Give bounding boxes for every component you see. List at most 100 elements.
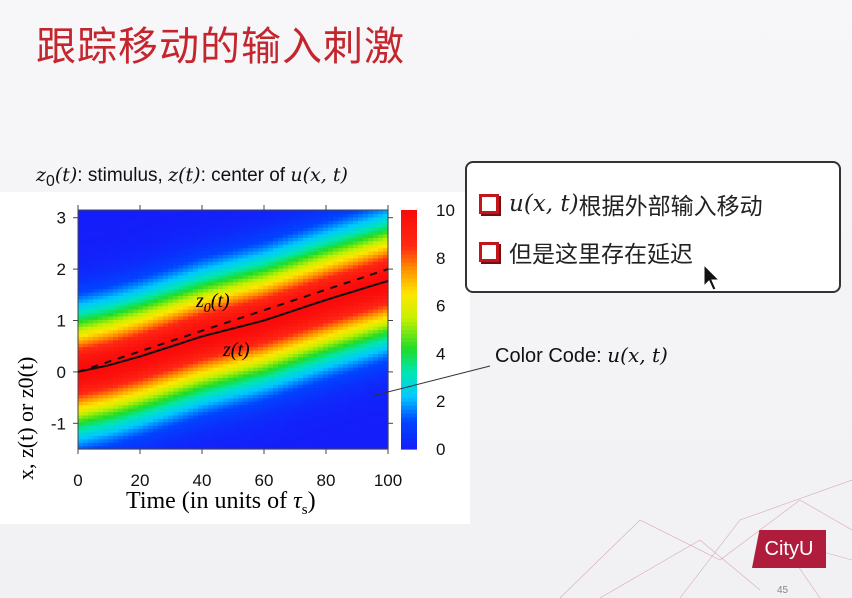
heatmap-cell [78,339,84,344]
heatmap-cell [108,401,114,406]
heatmap-cell [88,319,94,324]
heatmap-cell [318,367,324,372]
heatmap-cell [343,247,349,252]
heatmap-cell [183,336,189,341]
heatmap-cell [128,377,134,382]
heatmap-cell [333,250,339,255]
heatmap-cell [143,213,149,218]
heatmap-cell [233,346,239,351]
heatmap-cell [103,445,109,450]
heatmap-cell [323,356,329,361]
heatmap-cell [363,360,369,365]
heatmap-cell [243,329,249,334]
heatmap-cell [238,421,244,426]
heatmap-cell [373,216,379,221]
heatmap-cell [108,271,114,276]
heatmap-cell [258,356,264,361]
heatmap-cell [358,233,364,238]
heatmap-cell [278,322,284,327]
series-lines [77,268,389,373]
heatmap-cell [278,377,284,382]
heatmap-cell [203,315,209,320]
heatmap-cell [328,428,334,433]
heatmap-cell [138,302,144,307]
heatmap-cell [98,233,104,238]
heatmap-cell [353,247,359,252]
heatmap-cell [128,387,134,392]
heatmap-cell [198,343,204,348]
heatmap-cell [103,411,109,416]
heatmap-cell [358,360,364,365]
heatmap-cell [113,404,119,409]
heatmap-cell [368,349,374,354]
heatmap-cell [308,305,314,310]
heatmap-cell [358,343,364,348]
heatmap-cell [218,250,224,255]
heatmap-cell [258,250,264,255]
heatmap-cell [88,315,94,320]
heatmap-cell [153,240,159,245]
heatmap-cell [358,435,364,440]
heatmap-cell [93,332,99,337]
heatmap-cell [183,397,189,402]
heatmap-cell [148,298,154,303]
heatmap-cell [288,220,294,225]
heatmap-cell [168,445,174,450]
heatmap-cell [188,349,194,354]
heatmap-cell [133,240,139,245]
heatmap-cell [303,353,309,358]
heatmap-cell [298,230,304,235]
heatmap-cell [378,445,384,450]
heatmap-cell [368,268,374,273]
heatmap-cell [348,268,354,273]
heatmap-cell [343,254,349,259]
heatmap-cell [203,223,209,228]
heatmap-cell [183,353,189,358]
heatmap-cell [213,302,219,307]
heatmap-cell [338,295,344,300]
heatmap-cell [243,411,249,416]
heatmap-cell [223,394,229,399]
heatmap-cell [273,315,279,320]
heatmap-cell [248,380,254,385]
heatmap-cell [103,233,109,238]
heatmap-cell [93,285,99,290]
heatmap-cell [328,329,334,334]
heatmap-cell [213,285,219,290]
heatmap-cell [123,377,129,382]
heatmap-cell [223,227,229,232]
heatmap-cell [218,322,224,327]
heatmap-cell [113,438,119,443]
heatmap-cell [258,233,264,238]
heatmap-cell [263,268,269,273]
heatmap-cell [323,288,329,293]
heatmap-cell [268,343,274,348]
heatmap-cell [188,356,194,361]
heatmap-cell [218,367,224,372]
heatmap-cell [298,326,304,331]
heatmap-cell [178,421,184,426]
heatmap-cell [373,250,379,255]
heatmap-cell [113,319,119,324]
heatmap-cell [238,233,244,238]
heatmap-cell [173,250,179,255]
heatmap-cell [358,390,364,395]
heatmap-cell [93,435,99,440]
heatmap-cell [353,404,359,409]
heatmap-cell [93,213,99,218]
heatmap-cell [333,408,339,413]
heatmap-cell [218,291,224,296]
heatmap-cell [158,240,164,245]
heatmap-cell [313,216,319,221]
heatmap-cell [373,278,379,283]
heatmap-cell [243,315,249,320]
heatmap-cell [83,237,89,242]
heatmap-cell [313,384,319,389]
heatmap-cell [278,230,284,235]
heatmap-cell [258,257,264,262]
heatmap-cell [253,408,259,413]
heatmap-cell [188,216,194,221]
heatmap-cell [163,377,169,382]
heatmap-cell [338,336,344,341]
heatmap-cell [203,233,209,238]
